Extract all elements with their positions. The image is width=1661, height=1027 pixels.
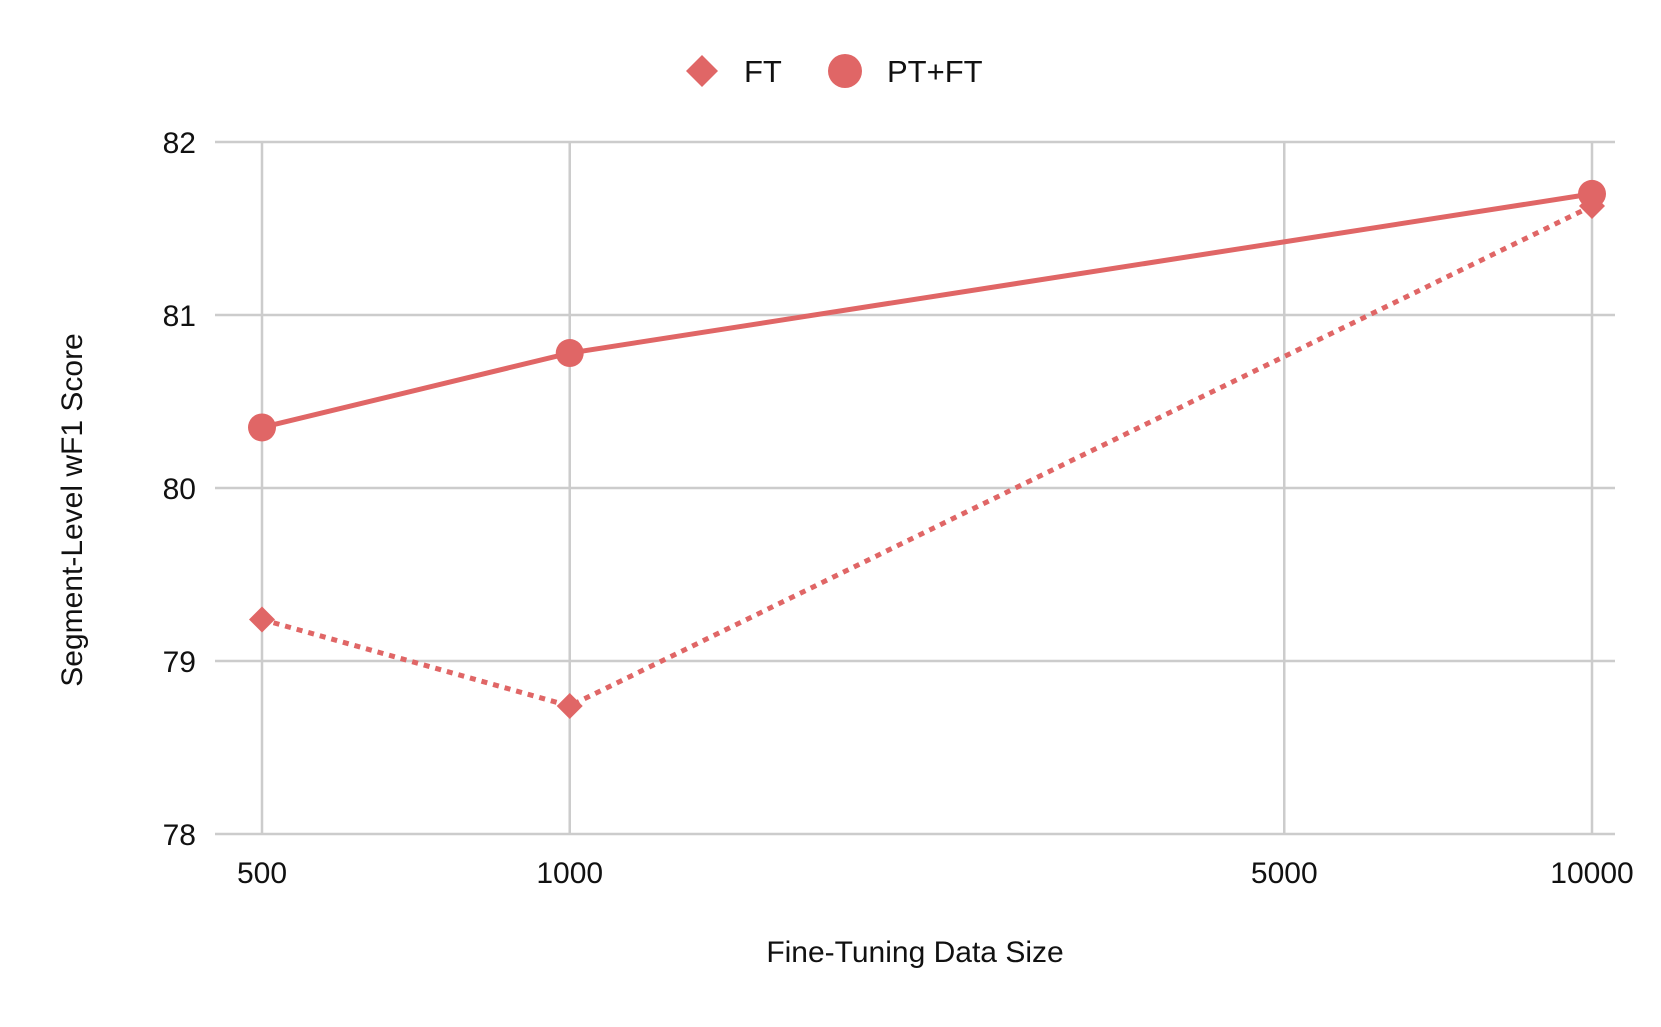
legend-label-pt-ft: PT+FT [887,54,983,89]
y-axis-title: Segment-Level wF1 Score [56,333,89,687]
y-tick-label-78: 78 [163,819,196,852]
legend-marker-pt-ft [828,54,862,88]
y-tick-label-82: 82 [163,127,196,160]
y-tick-label-81: 81 [163,300,196,333]
data-point-pt-ft-1000 [555,339,584,368]
legend: FT PT+FT [686,54,983,89]
data-point-ft-500 [249,606,275,633]
x-tick-label-1000: 1000 [536,857,603,890]
y-tick-label-80: 80 [163,473,196,506]
axes: 78 79 80 81 82 500 1000 5000 10000 [163,127,1634,890]
data-point-ft-1000 [556,692,583,719]
series [248,179,1606,719]
x-tick-label-10000: 10000 [1550,857,1633,890]
series-line-ft [261,203,1594,709]
x-tick-label-500: 500 [237,857,287,890]
legend-label-ft: FT [744,54,782,89]
x-axis-title: Fine-Tuning Data Size [766,936,1063,969]
x-tick-label-5000: 5000 [1251,857,1318,890]
data-point-pt-ft-10000 [1578,179,1606,208]
data-point-pt-ft-500 [248,413,276,442]
legend-marker-ft [686,55,718,87]
y-tick-label-79: 79 [163,646,196,679]
series-line-pt-ft [261,191,1593,430]
grid [215,140,1615,836]
